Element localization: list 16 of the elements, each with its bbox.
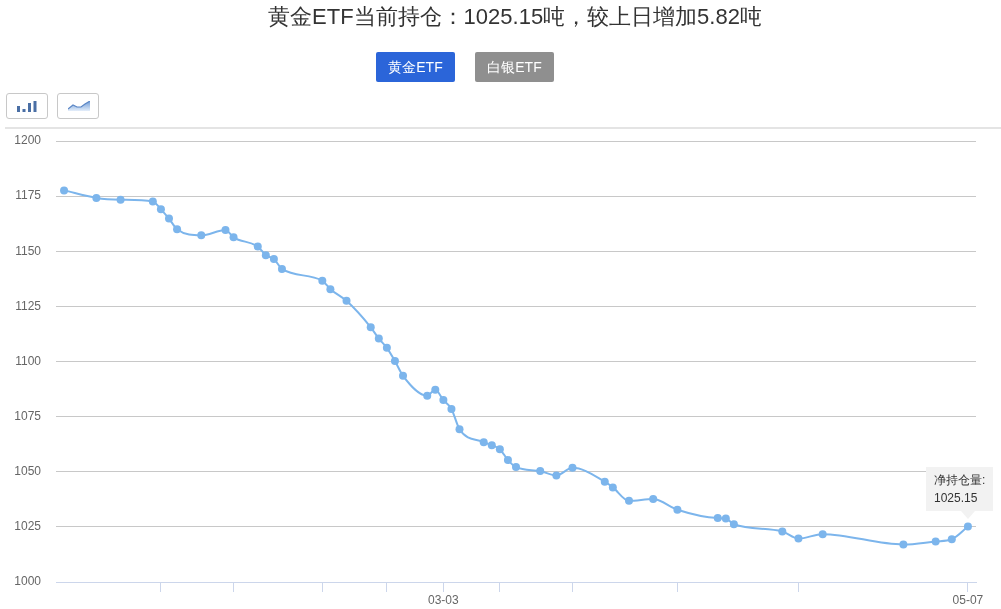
y-tick-label: 1150 bbox=[15, 243, 42, 258]
x-tick-label: 03-03 bbox=[428, 592, 460, 607]
tab-button: 黄金ETF bbox=[376, 52, 455, 82]
x-tick-label: 05-07 bbox=[952, 592, 984, 607]
chart-title: 黄金ETF当前持仓：1025.15吨，较上日增加5.82吨 bbox=[267, 3, 763, 31]
y-tick-label: 1050 bbox=[14, 464, 42, 479]
annotation: 净持仓量: 1025.15 bbox=[934, 472, 986, 505]
tooltip: 净持仓量: 1025.15 bbox=[926, 466, 994, 519]
y-tick-label: 1075 bbox=[14, 408, 42, 423]
y-tick-label: 1125 bbox=[15, 298, 42, 313]
y-tick-label: 1175 bbox=[15, 188, 42, 203]
y-tick-label: 1200 bbox=[14, 133, 42, 148]
y-tick-label: 1025 bbox=[14, 519, 42, 534]
tab-button: 白银ETF bbox=[475, 52, 554, 82]
y-tick-label: 1000 bbox=[14, 574, 42, 589]
y-tick-label: 1100 bbox=[15, 353, 42, 368]
